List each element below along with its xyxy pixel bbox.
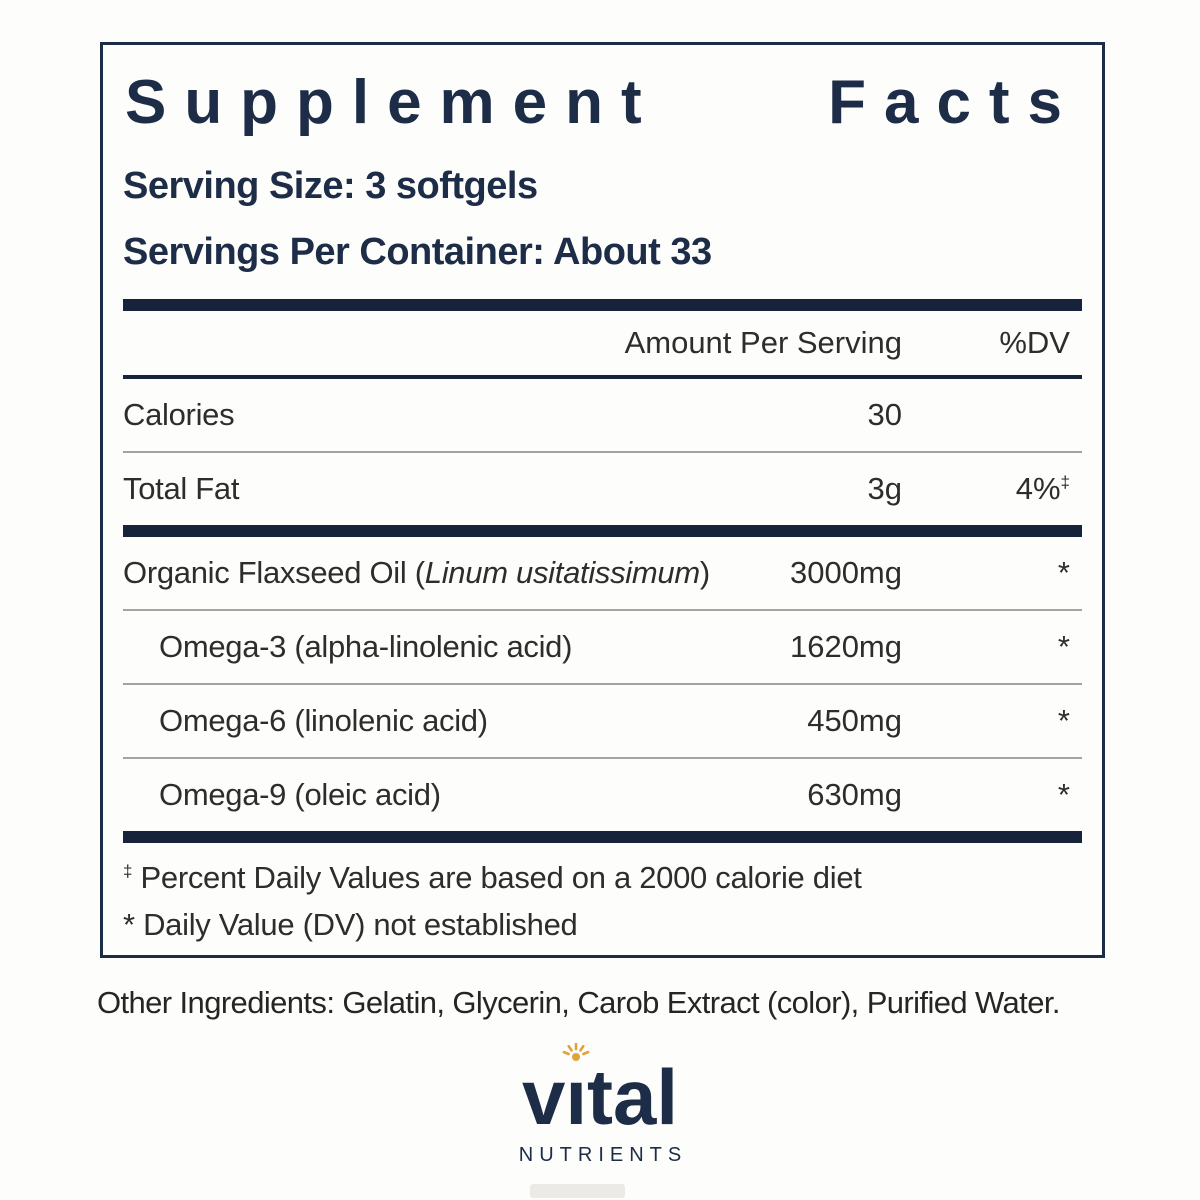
dv-value: * <box>1057 555 1070 591</box>
ingredient-amount: 450mg <box>702 703 932 739</box>
brand-tagline: NUTRIENTS <box>518 1144 688 1166</box>
row-separator <box>123 609 1082 612</box>
row-separator <box>123 683 1082 686</box>
other-ingredients-text: Other Ingredients: Gelatin, Glycerin, Ca… <box>97 985 1060 1020</box>
ingredient-amount: 3g <box>702 471 932 507</box>
amount-value: 450mg <box>807 703 902 739</box>
ingredient-name: Omega-3 (alpha-linolenic acid) <box>159 629 573 665</box>
panel-title-word-2: Facts <box>828 68 1080 137</box>
dv-value: * <box>1057 703 1070 739</box>
table-row: Calories 30 <box>123 379 1082 451</box>
divider-top-thick <box>123 299 1082 312</box>
footnote-mark: ‡ <box>123 861 133 881</box>
dv-value: * <box>1057 629 1070 665</box>
table-header-row: Amount Per Serving %DV <box>123 311 1082 375</box>
table-row: Omega-6 (linolenic acid) 450mg * <box>123 685 1082 757</box>
ingredient-amount: 1620mg <box>702 629 932 665</box>
serving-size-text: Serving Size: 3 softgels <box>123 165 538 208</box>
ingredient-amount: 30 <box>702 397 932 433</box>
ingredient-dv: 4%‡ <box>932 471 1082 507</box>
ingredient-name: Organic Flaxseed Oil (Linum usitatissimu… <box>123 555 710 591</box>
ingredient-name: Omega-9 (oleic acid) <box>159 777 441 813</box>
ingredient-amount: 3000mg <box>702 555 932 591</box>
brand-letters: tal <box>587 1053 679 1141</box>
footnotes: ‡ Percent Daily Values are based on a 20… <box>123 843 1082 948</box>
dv-value: 4%‡ <box>1015 471 1070 507</box>
brand-letter-i: ı <box>562 1042 590 1136</box>
table-row: Organic Flaxseed Oil (Linum usitatissimu… <box>123 537 1082 609</box>
ingredient-name: Total Fat <box>123 471 240 507</box>
row-separator <box>123 451 1082 454</box>
table-row: Omega-3 (alpha-linolenic acid) 1620mg * <box>123 611 1082 683</box>
row-separator <box>123 757 1082 760</box>
footnote-mark: * <box>123 906 135 942</box>
sunburst-icon <box>562 1042 590 1061</box>
ingredient-dv: * <box>932 777 1082 813</box>
ingredient-name: Calories <box>123 397 235 433</box>
ingredient-name: Omega-6 (linolenic acid) <box>159 703 488 739</box>
dv-value: * <box>1057 777 1070 813</box>
footnote: ‡ Percent Daily Values are based on a 20… <box>123 860 862 896</box>
table-row: Omega-9 (oleic acid) 630mg * <box>123 759 1082 831</box>
row-separator <box>123 525 1082 538</box>
row-separator <box>123 831 1082 844</box>
brand-letters: v <box>521 1053 566 1141</box>
table-row: Total Fat 3g 4%‡ <box>123 453 1082 525</box>
ingredient-dv: * <box>932 703 1082 739</box>
brand-wordmark: vı tal <box>522 1042 678 1136</box>
column-header-amount: Amount Per Serving <box>624 325 902 361</box>
supplement-facts-panel: Supplement Facts Serving Size: 3 softgel… <box>100 42 1105 958</box>
servings-per-container-text: Servings Per Container: About 33 <box>123 230 712 273</box>
amount-value: 3g <box>867 471 902 507</box>
brand-logo: vı tal NUTRIENTS <box>0 1042 1200 1167</box>
facts-rows: Calories 30 Total Fat 3g 4%‡ Organic Flaxseed… <box>123 379 1082 844</box>
ingredient-dv: * <box>932 629 1082 665</box>
amount-value: 630mg <box>807 777 902 813</box>
panel-title: Supplement Facts <box>125 67 1080 138</box>
ingredient-dv: * <box>932 555 1082 591</box>
cutoff-bottom-element <box>530 1184 625 1198</box>
amount-value: 1620mg <box>789 629 902 665</box>
ingredient-amount: 630mg <box>702 777 932 813</box>
footnote: * Daily Value (DV) not established <box>123 906 578 942</box>
panel-title-word-1: Supplement <box>125 68 660 137</box>
divider-header-line <box>123 375 1082 380</box>
amount-value: 3000mg <box>789 555 902 591</box>
column-header-dv: %DV <box>999 325 1070 361</box>
amount-value: 30 <box>867 397 902 433</box>
